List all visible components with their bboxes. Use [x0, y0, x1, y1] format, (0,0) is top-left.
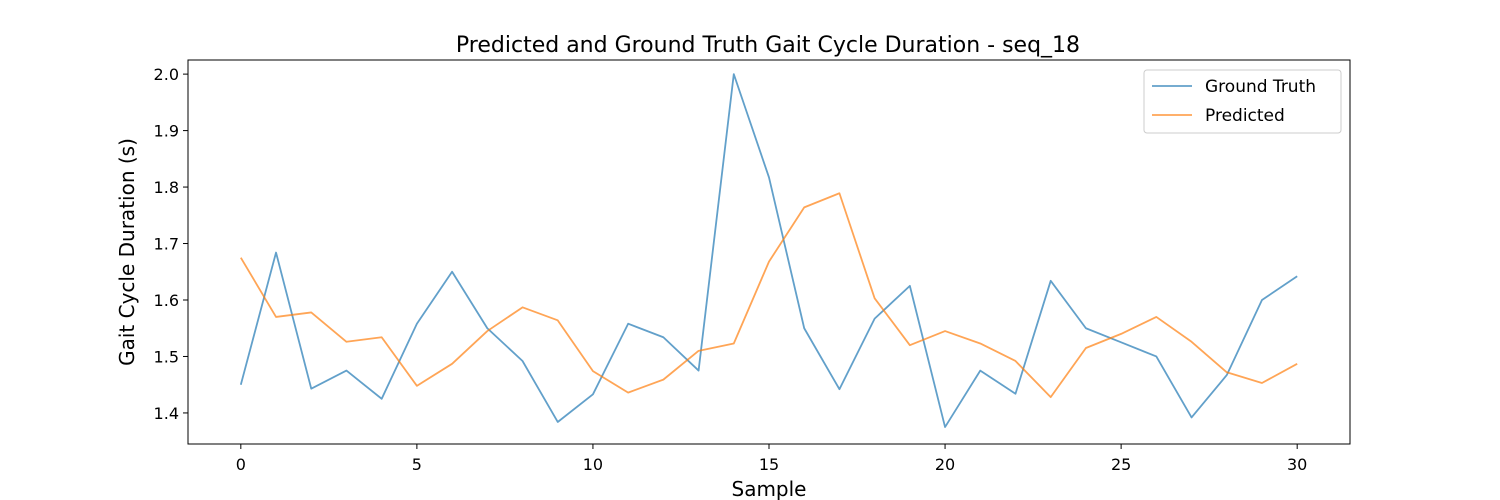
- x-tick-label: 30: [1287, 455, 1307, 474]
- x-tick-label: 15: [759, 455, 779, 474]
- y-axis-label: Gait Cycle Duration (s): [115, 138, 139, 366]
- series-line-ground-truth: [239, 73, 1298, 428]
- y-tick-label: 1.7: [154, 235, 179, 254]
- x-tick-label: 5: [412, 455, 422, 474]
- chart-title: Predicted and Ground Truth Gait Cycle Du…: [456, 33, 1080, 58]
- x-tick-label: 20: [935, 455, 955, 474]
- legend-label-predicted: Predicted: [1205, 106, 1285, 126]
- x-tick-label: 0: [236, 455, 246, 474]
- y-axis: 1.4 1.5 1.6 1.7 1.8 1.9 2.0: [154, 65, 188, 423]
- y-tick-label: 1.9: [154, 122, 179, 141]
- x-axis: 0 5 10 15 20 25 30: [236, 444, 1307, 474]
- legend: Ground Truth Predicted: [1143, 69, 1342, 134]
- x-tick-label: 10: [583, 455, 603, 474]
- series-line-predicted: [240, 192, 1298, 399]
- series-layer: [239, 73, 1298, 428]
- y-tick-label: 2.0: [154, 65, 179, 84]
- y-tick-label: 1.8: [154, 178, 179, 197]
- y-tick-label: 1.6: [154, 291, 179, 310]
- x-axis-label: Sample: [732, 477, 807, 500]
- legend-box: [1143, 69, 1342, 134]
- y-tick-label: 1.5: [154, 347, 179, 366]
- y-tick-label: 1.4: [154, 404, 179, 423]
- legend-label-ground-truth: Ground Truth: [1205, 77, 1316, 97]
- x-tick-label: 25: [1111, 455, 1131, 474]
